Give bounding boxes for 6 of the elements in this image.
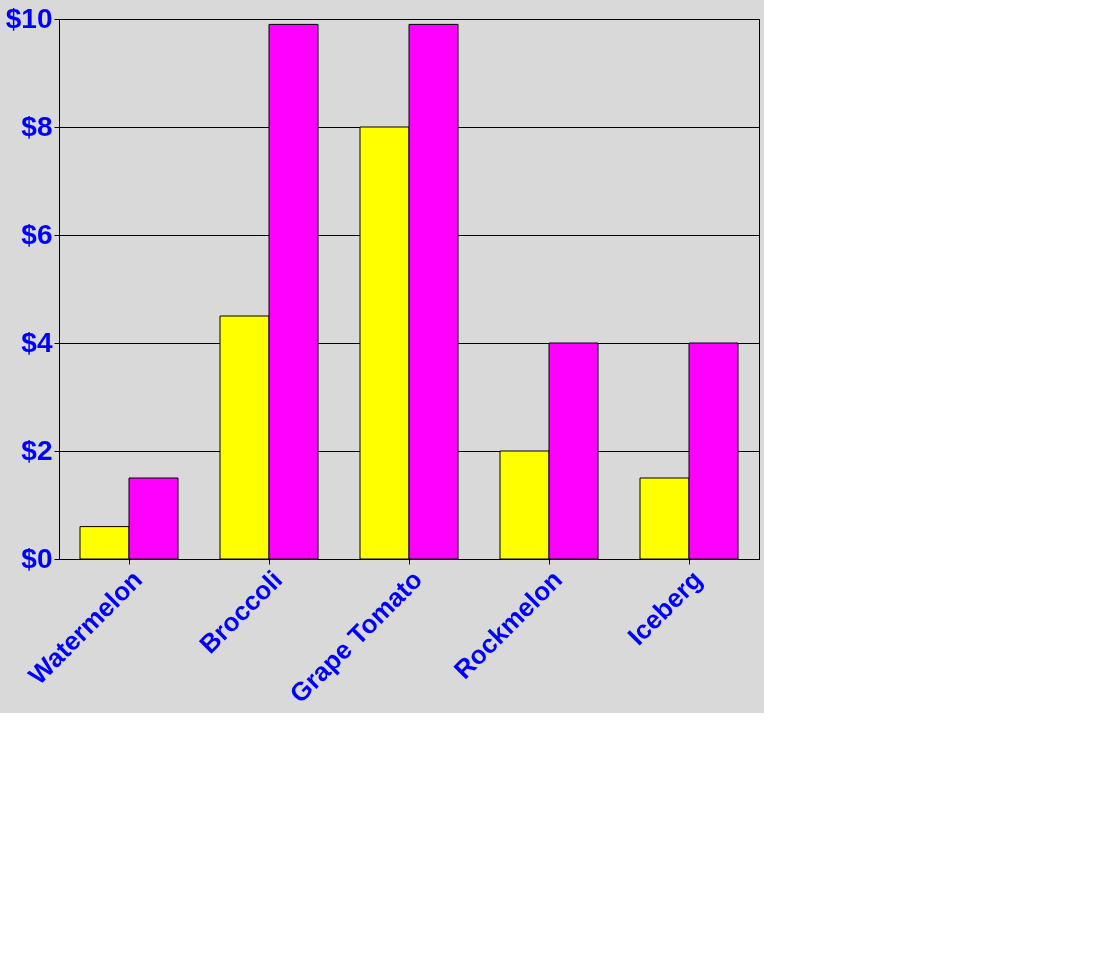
- y-tick-label: $0: [21, 542, 53, 574]
- y-tick-label: $4: [21, 326, 53, 358]
- y-tick-label: $10: [5, 2, 53, 34]
- y-tick-label: $2: [21, 434, 53, 466]
- y-tick-label: $6: [21, 218, 53, 250]
- y-tick-label: $8: [21, 110, 53, 142]
